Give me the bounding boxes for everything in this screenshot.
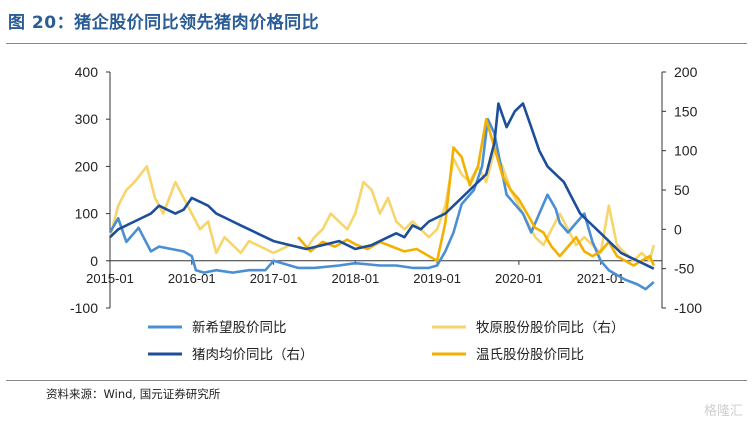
series-line: [297, 117, 655, 267]
right-y-tick-label: -50: [674, 261, 694, 277]
left-y-tick-label: 0: [90, 253, 98, 269]
figure-title: 图 20：猪企股价同比领先猪肉价格同比: [8, 13, 320, 33]
legend-label: 温氏股份股价同比: [476, 347, 584, 363]
watermark-text: 格隆汇: [703, 404, 743, 419]
left-y-tick-label: 200: [75, 158, 99, 174]
x-tick-label: 2019-01: [413, 271, 461, 286]
x-tick-label: 2015-01: [86, 271, 134, 286]
x-tick-label: 2021-01: [577, 271, 625, 286]
legend-label: 新希望股价同比: [192, 320, 287, 336]
x-tick-label: 2016-01: [168, 271, 216, 286]
series-line: [108, 117, 655, 291]
series-group: [108, 102, 656, 291]
x-tick-label: 2017-01: [250, 271, 298, 286]
series-line: [108, 149, 656, 263]
source-rule: [6, 380, 747, 381]
legend-label: 猪肉均价同比（右）: [192, 347, 314, 363]
source-note: 资料来源：Wind, 国元证券研究所: [46, 387, 221, 401]
left-y-tick-label: 300: [75, 111, 99, 127]
title-rule: [6, 43, 747, 44]
right-y-tick-label: 150: [674, 103, 698, 119]
series-line: [109, 102, 655, 270]
legend: 新希望股价同比 牧原股份股价同比（右） 猪肉均价同比（右） 温氏股份股价同比: [148, 320, 625, 363]
x-tick-label: 2018-01: [331, 271, 379, 286]
tick-labels: 400 300 200 100 0 -100 200 150 100 50 0 -50 -100 2015…: [70, 64, 702, 316]
left-y-tick-label: 400: [75, 64, 99, 80]
right-y-tick-label: 50: [674, 182, 690, 198]
x-tick-label: 2020-01: [495, 271, 543, 286]
right-y-tick-label: 0: [674, 221, 682, 237]
right-y-tick-label: -100: [674, 300, 702, 316]
left-y-tick-label: 100: [75, 206, 99, 222]
legend-label: 牧原股份股价同比（右）: [476, 320, 625, 336]
right-y-tick-label: 200: [674, 64, 698, 80]
right-y-tick-label: 100: [674, 143, 698, 159]
left-y-tick-label: -100: [70, 300, 98, 316]
